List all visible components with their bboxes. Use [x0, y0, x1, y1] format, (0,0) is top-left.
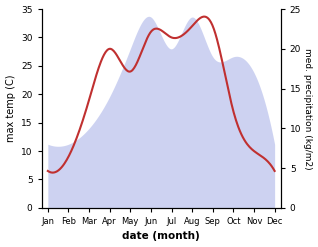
Y-axis label: max temp (C): max temp (C) — [5, 75, 16, 142]
X-axis label: date (month): date (month) — [122, 231, 200, 242]
Y-axis label: med. precipitation (kg/m2): med. precipitation (kg/m2) — [303, 48, 313, 169]
